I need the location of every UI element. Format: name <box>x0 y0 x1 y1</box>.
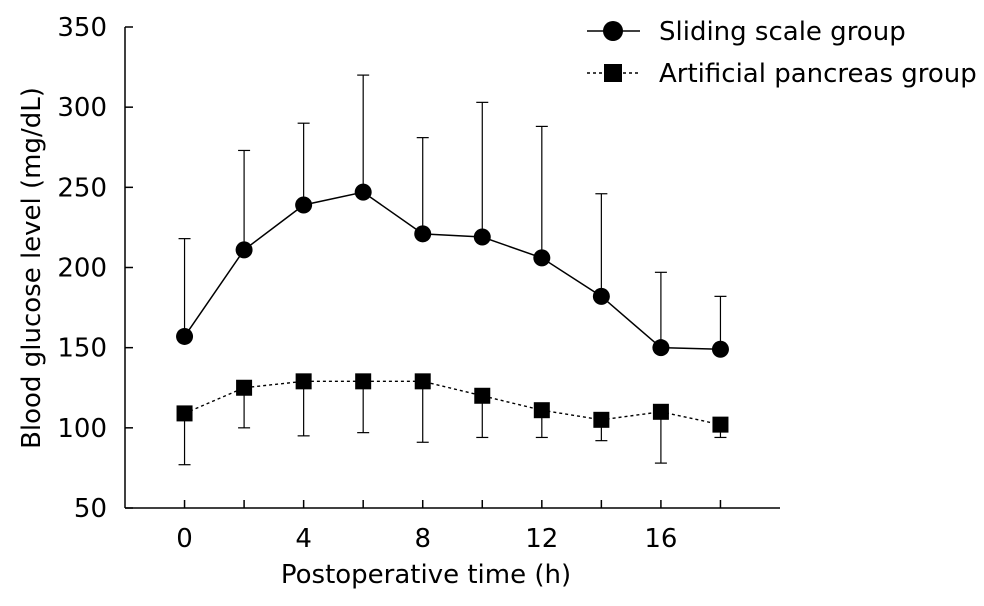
artificial-pancreas-point <box>652 403 669 420</box>
artificial-pancreas-point <box>355 373 372 390</box>
artificial-pancreas-point <box>295 373 312 390</box>
x-axis-label: Postoperative time (h) <box>281 560 571 590</box>
x-tick-label: 12 <box>525 524 558 554</box>
artificial-pancreas-point <box>474 387 491 404</box>
x-tick-label: 4 <box>295 524 312 554</box>
legend-marker-circle <box>603 21 623 41</box>
y-axis-label: Blood glucose level (mg/dL) <box>17 87 47 449</box>
x-tick-label: 8 <box>414 524 431 554</box>
sliding-scale-line <box>183 191 721 351</box>
legend-label: Sliding scale group <box>659 17 906 47</box>
sliding-scale-point <box>354 183 372 201</box>
artificial-pancreas-point <box>414 373 431 390</box>
sliding-scale-point <box>295 196 313 214</box>
legend: Sliding scale group Artificial pancreas g… <box>587 17 977 89</box>
artificial-pancreas-point <box>176 405 193 422</box>
sliding-scale-point <box>533 249 551 267</box>
y-tick-label: 50 <box>74 494 107 524</box>
y-tick-label: 350 <box>57 13 107 43</box>
legend-marker-square <box>604 64 622 82</box>
sliding-scale-point <box>176 327 194 345</box>
x-tick-label: 16 <box>644 524 677 554</box>
y-tick-label: 200 <box>57 254 107 284</box>
artificial-pancreas-line <box>184 380 721 426</box>
y-tick-label: 150 <box>57 334 107 364</box>
artificial-pancreas-point <box>533 402 550 419</box>
sliding-scale-point <box>235 241 253 259</box>
sliding-scale-point <box>473 228 491 246</box>
sliding-scale-point <box>652 339 670 357</box>
y-tick-label: 100 <box>57 414 107 444</box>
sliding-scale-point <box>592 287 610 305</box>
y-tick-label: 300 <box>57 93 107 123</box>
artificial-pancreas-point <box>712 416 729 433</box>
artificial-pancreas-point <box>593 411 610 428</box>
sliding-scale-point <box>414 225 432 243</box>
series-layer <box>176 183 729 433</box>
axes-layer: 50 100 150 200 250 300 350 0 4 8 12 16 <box>57 13 780 554</box>
errorbar-layer <box>178 74 727 466</box>
y-tick-label: 250 <box>57 173 107 203</box>
legend-label: Artificial pancreas group <box>659 59 977 89</box>
x-tick-label: 0 <box>176 524 193 554</box>
sliding-scale-point <box>711 340 729 358</box>
artificial-pancreas-point <box>236 379 253 396</box>
